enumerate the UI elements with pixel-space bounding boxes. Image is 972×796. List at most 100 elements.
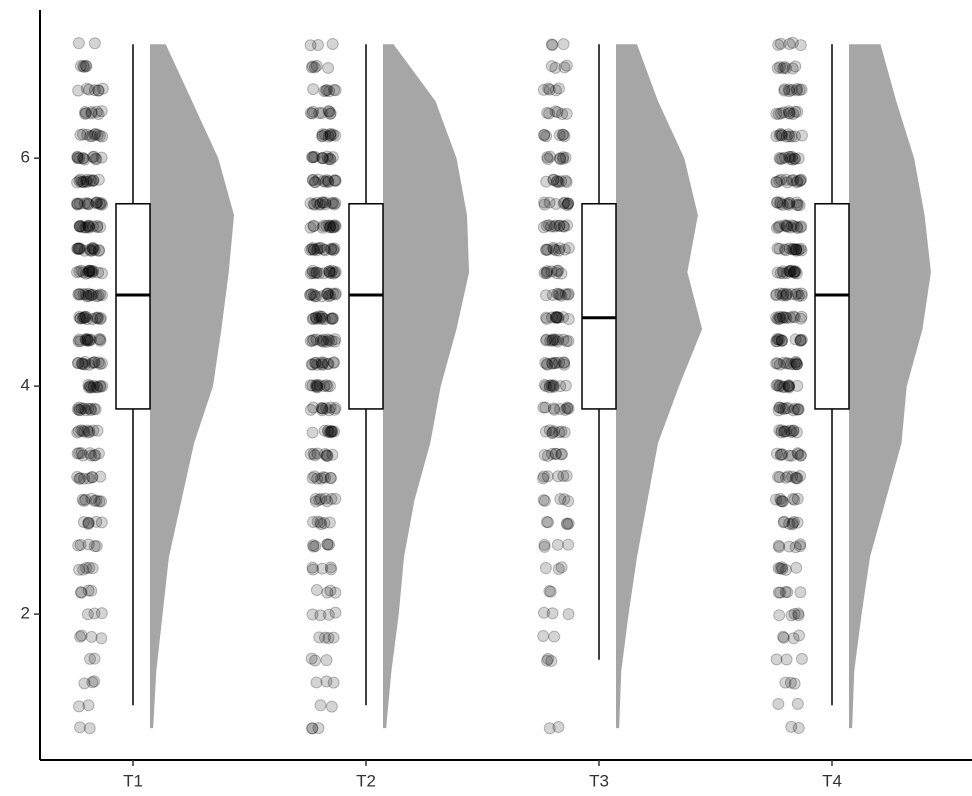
point xyxy=(79,404,92,417)
point xyxy=(773,129,786,142)
point xyxy=(788,130,801,143)
point xyxy=(307,312,320,325)
point xyxy=(786,243,799,256)
point xyxy=(537,494,550,507)
point xyxy=(328,425,341,438)
point xyxy=(772,333,785,346)
point xyxy=(543,585,556,598)
point xyxy=(316,196,329,209)
point xyxy=(96,289,109,302)
point xyxy=(788,265,801,278)
point xyxy=(75,264,88,277)
point xyxy=(555,447,568,460)
point xyxy=(91,311,104,324)
point xyxy=(552,264,565,277)
point xyxy=(790,356,803,369)
point xyxy=(313,493,326,506)
point xyxy=(307,151,320,164)
point xyxy=(778,243,791,256)
point xyxy=(94,312,107,325)
point xyxy=(785,426,798,439)
point xyxy=(311,380,324,393)
point xyxy=(307,447,320,460)
point xyxy=(80,267,93,280)
point xyxy=(773,401,786,414)
point xyxy=(539,356,552,369)
point xyxy=(794,449,807,462)
point xyxy=(79,288,92,301)
point xyxy=(323,105,336,118)
point xyxy=(782,83,795,96)
point xyxy=(549,311,562,324)
point xyxy=(93,244,106,257)
point xyxy=(794,174,807,187)
point xyxy=(770,311,783,324)
point xyxy=(322,152,335,165)
point xyxy=(90,494,103,507)
point xyxy=(554,153,567,166)
point xyxy=(771,312,784,325)
point xyxy=(791,358,804,371)
point xyxy=(309,654,322,667)
point xyxy=(321,358,334,371)
point xyxy=(317,267,330,280)
point xyxy=(789,288,802,301)
point xyxy=(324,401,337,414)
point xyxy=(306,105,319,118)
point xyxy=(560,176,573,189)
point xyxy=(306,173,319,186)
point xyxy=(770,493,783,506)
point xyxy=(309,540,322,553)
point xyxy=(75,357,88,370)
point xyxy=(78,358,91,371)
x-tick-label: T3 xyxy=(589,771,609,790)
point xyxy=(77,288,90,301)
point xyxy=(555,175,568,188)
point xyxy=(92,84,105,97)
point xyxy=(315,310,328,323)
point xyxy=(770,221,783,234)
point xyxy=(549,219,562,232)
point xyxy=(543,381,556,394)
point xyxy=(788,402,801,415)
box xyxy=(814,203,850,410)
point xyxy=(552,311,565,324)
point xyxy=(78,197,91,210)
point xyxy=(790,267,803,280)
point xyxy=(772,470,785,483)
point xyxy=(774,37,787,50)
point xyxy=(781,176,794,189)
point xyxy=(775,424,788,437)
point xyxy=(775,334,788,347)
point xyxy=(773,609,786,622)
point xyxy=(783,265,796,278)
point xyxy=(329,287,342,300)
point xyxy=(776,402,789,415)
point xyxy=(310,380,323,393)
point xyxy=(783,449,796,462)
point xyxy=(307,83,320,96)
point xyxy=(307,515,320,528)
point xyxy=(90,311,103,324)
point xyxy=(308,449,321,462)
point xyxy=(89,449,102,462)
point xyxy=(307,288,320,301)
point xyxy=(776,495,789,508)
point xyxy=(80,60,93,73)
point xyxy=(73,265,86,278)
point xyxy=(319,175,332,188)
point xyxy=(73,242,86,255)
point xyxy=(79,59,92,72)
point xyxy=(774,127,787,140)
point xyxy=(312,722,325,735)
point xyxy=(85,404,98,417)
point xyxy=(559,403,572,416)
point xyxy=(538,378,551,391)
point xyxy=(320,654,333,667)
point xyxy=(323,266,336,279)
point xyxy=(770,289,783,302)
point xyxy=(74,586,87,599)
point xyxy=(774,312,787,325)
point xyxy=(543,196,556,209)
point xyxy=(782,380,795,393)
